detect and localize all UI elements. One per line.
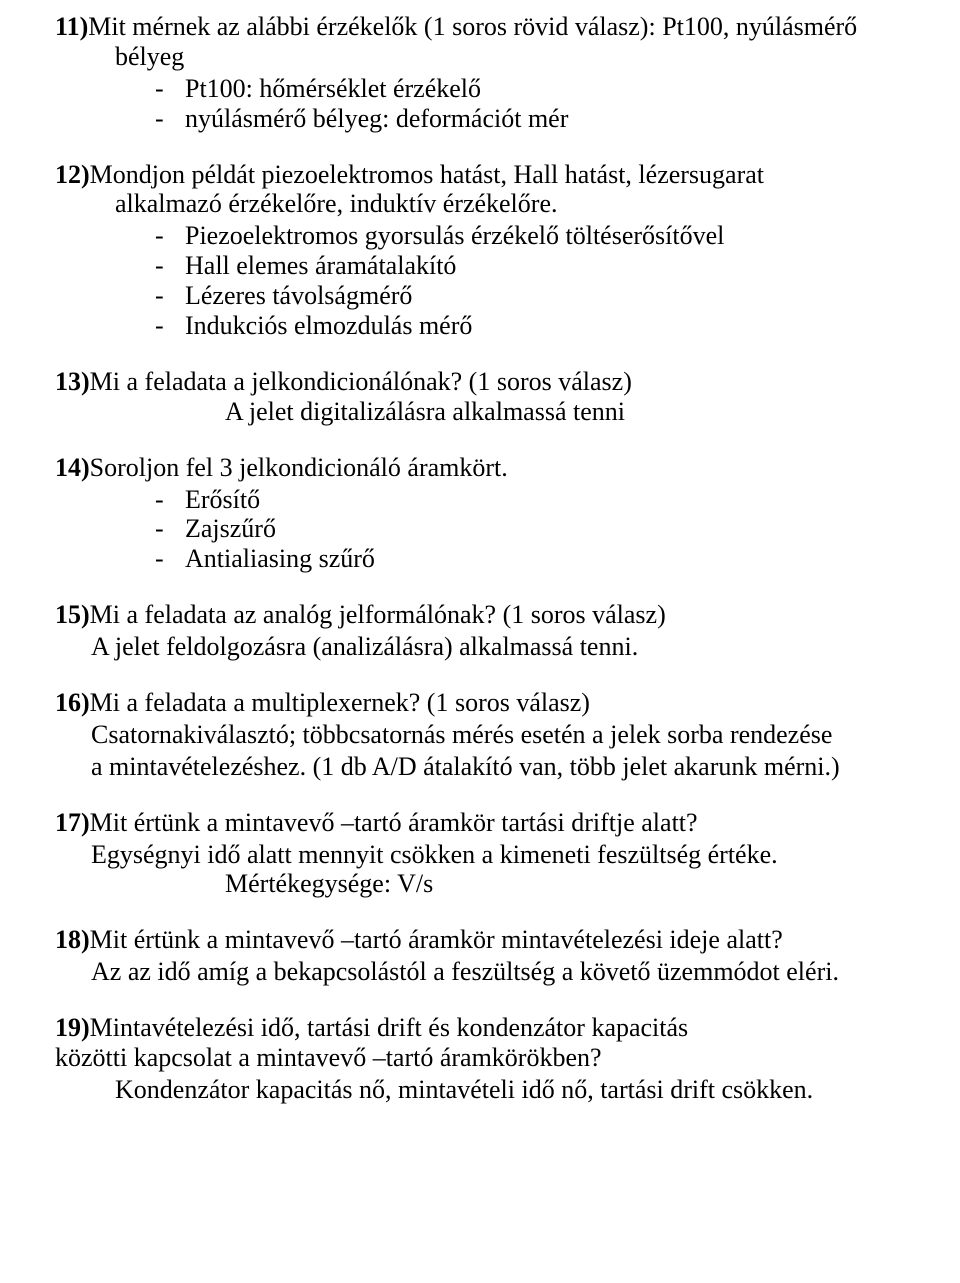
bullet-dash: - [155,251,185,281]
q11-a2-text: nyúlásmérő bélyeg: deformációt mér [185,104,942,134]
q11-number: 11) [55,12,88,41]
q14-answer-3: -Antialiasing szűrő [155,544,942,574]
question-14: 14)Soroljon fel 3 jelkondicionáló áramkö… [55,453,942,575]
q11-a1-text: Pt100: hőmérséklet érzékelő [185,74,942,104]
q13-text: Mi a feladata a jelkondicionálónak? (1 s… [90,367,632,396]
q11-answers: -Pt100: hőmérséklet érzékelő -nyúlásmérő… [55,74,942,134]
q19-answer: Kondenzátor kapacitás nő, mintavételi id… [115,1075,942,1105]
q14-a3-text: Antialiasing szűrő [185,544,942,574]
bullet-dash: - [155,311,185,341]
q16-number: 16) [55,688,90,717]
q16-text: Mi a feladata a multiplexernek? (1 soros… [90,688,590,717]
question-19: 19)Mintavételezési idő, tartási drift és… [55,1013,942,1105]
q14-answer-1: -Erősítő [155,485,942,515]
bullet-dash: - [155,281,185,311]
q18-header: 18)Mit értünk a mintavevő –tartó áramkör… [55,925,942,955]
q15-answer: A jelet feldolgozásra (analizálásra) alk… [91,632,942,662]
q15-header: 15)Mi a feladata az analóg jelformálónak… [55,600,942,630]
q12-header: 12)Mondjon példát piezoelektromos hatást… [55,160,942,190]
q14-a2-text: Zajszűrő [185,514,942,544]
q17-answer-line2: Mértékegysége: V/s [225,869,942,899]
q17-number: 17) [55,808,90,837]
q17-text: Mit értünk a mintavevő –tartó áramkör ta… [90,808,698,837]
question-11: 11)Mit mérnek az alábbi érzékelők (1 sor… [55,12,942,134]
question-15: 15)Mi a feladata az analóg jelformálónak… [55,600,942,662]
q18-text: Mit értünk a mintavevő –tartó áramkör mi… [90,925,783,954]
q12-answer-2: -Hall elemes áramátalakító [155,251,942,281]
q11-header: 11)Mit mérnek az alábbi érzékelők (1 sor… [55,12,942,42]
q16-answer-line2: a mintavételezéshez. (1 db A/D átalakító… [91,752,942,782]
q12-number: 12) [55,160,90,189]
q11-text-line1: Mit mérnek az alábbi érzékelők (1 soros … [88,12,857,41]
question-18: 18)Mit értünk a mintavevő –tartó áramkör… [55,925,942,987]
q19-number: 19) [55,1013,90,1042]
q12-text-line2: alkalmazó érzékelőre, induktív érzékelőr… [115,189,942,219]
q14-number: 14) [55,453,90,482]
bullet-dash: - [155,74,185,104]
q12-a2-text: Hall elemes áramátalakító [185,251,942,281]
q14-answers: -Erősítő -Zajszűrő -Antialiasing szűrő [55,485,942,575]
q12-a3-text: Lézeres távolságmérő [185,281,942,311]
q13-number: 13) [55,367,90,396]
q12-answer-1: -Piezoelektromos gyorsulás érzékelő tölt… [155,221,942,251]
q14-a1-text: Erősítő [185,485,942,515]
q14-text: Soroljon fel 3 jelkondicionáló áramkört. [90,453,508,482]
q19-text-line1: Mintavételezési idő, tartási drift és ko… [90,1013,689,1042]
q18-answer: Az az idő amíg a bekapcsolástól a feszül… [91,957,942,987]
bullet-dash: - [155,221,185,251]
q13-header: 13)Mi a feladata a jelkondicionálónak? (… [55,367,942,397]
bullet-dash: - [155,514,185,544]
q11-answer-1: -Pt100: hőmérséklet érzékelő [155,74,942,104]
q16-header: 16)Mi a feladata a multiplexernek? (1 so… [55,688,942,718]
q12-answers: -Piezoelektromos gyorsulás érzékelő tölt… [55,221,942,341]
q12-answer-4: -Indukciós elmozdulás mérő [155,311,942,341]
q17-answer-line1: Egységnyi idő alatt mennyit csökken a ki… [91,840,942,870]
q12-answer-3: -Lézeres távolságmérő [155,281,942,311]
q19-text-line2: közötti kapcsolat a mintavevő –tartó ára… [55,1043,942,1073]
q12-text-line1: Mondjon példát piezoelektromos hatást, H… [90,160,764,189]
q12-a4-text: Indukciós elmozdulás mérő [185,311,942,341]
q15-number: 15) [55,600,90,629]
q16-answer-line1: Csatornakiválasztó; többcsatornás mérés … [91,720,942,750]
document-page: 11)Mit mérnek az alábbi érzékelők (1 sor… [0,0,960,1145]
q11-text-line2: bélyeg [115,42,942,72]
bullet-dash: - [155,104,185,134]
question-13: 13)Mi a feladata a jelkondicionálónak? (… [55,367,942,427]
question-16: 16)Mi a feladata a multiplexernek? (1 so… [55,688,942,782]
q18-number: 18) [55,925,90,954]
q14-header: 14)Soroljon fel 3 jelkondicionáló áramkö… [55,453,942,483]
bullet-dash: - [155,485,185,515]
q15-text: Mi a feladata az analóg jelformálónak? (… [90,600,666,629]
q17-header: 17)Mit értünk a mintavevő –tartó áramkör… [55,808,942,838]
q12-a1-text: Piezoelektromos gyorsulás érzékelő tölté… [185,221,942,251]
q13-answer: A jelet digitalizálásra alkalmassá tenni [225,397,942,427]
q11-answer-2: -nyúlásmérő bélyeg: deformációt mér [155,104,942,134]
question-12: 12)Mondjon példát piezoelektromos hatást… [55,160,942,341]
q19-header: 19)Mintavételezési idő, tartási drift és… [55,1013,942,1043]
bullet-dash: - [155,544,185,574]
q14-answer-2: -Zajszűrő [155,514,942,544]
question-17: 17)Mit értünk a mintavevő –tartó áramkör… [55,808,942,900]
